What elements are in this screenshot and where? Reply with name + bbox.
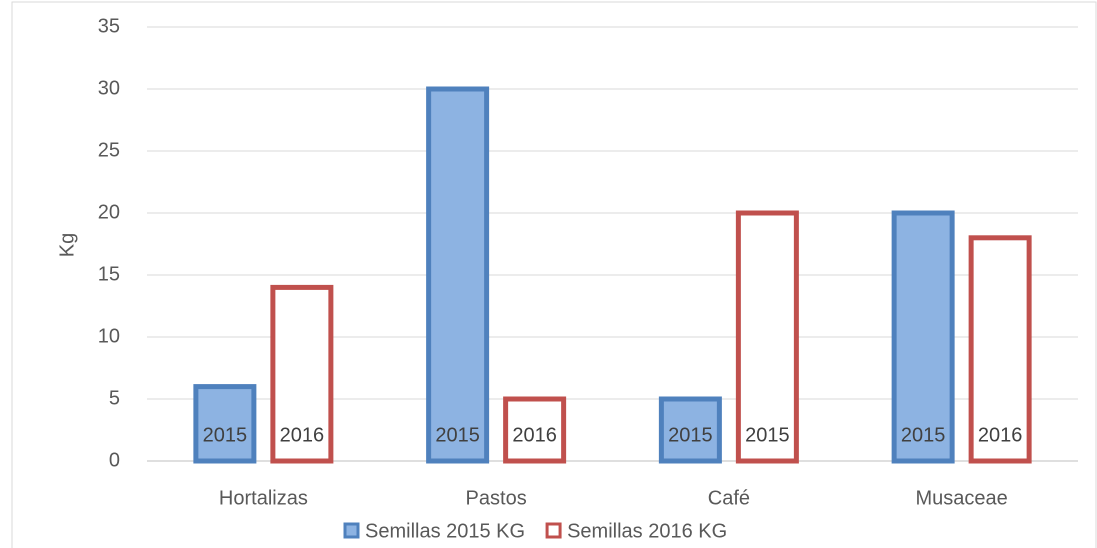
bar [503, 396, 567, 464]
legend-swatch [343, 522, 360, 539]
y-tick-label: 5 [109, 387, 120, 409]
chart-border [11, 1, 1097, 548]
data-label: 2015 [668, 424, 713, 446]
y-tick-label: 15 [98, 263, 120, 285]
data-label: 2015 [745, 424, 790, 446]
bar [968, 235, 1032, 464]
x-tick-label: Café [708, 487, 750, 509]
legend-label: Semillas 2015 KG [365, 520, 525, 542]
y-tick-label: 0 [109, 449, 120, 471]
y-axis-label: Kg [56, 233, 78, 257]
y-tick-label: 20 [98, 201, 120, 223]
data-label: 2015 [203, 424, 248, 446]
bar [658, 396, 722, 464]
bar [270, 284, 334, 464]
data-label: 2016 [978, 424, 1023, 446]
bar [735, 210, 799, 464]
bar [426, 86, 490, 464]
data-label: 2015 [435, 424, 480, 446]
x-tick-label: Pastos [466, 487, 527, 509]
x-tick-label: Hortalizas [219, 487, 308, 509]
x-tick-label: Musaceae [915, 487, 1007, 509]
legend-swatch [545, 522, 562, 539]
bar [193, 384, 257, 464]
y-tick-label: 25 [98, 139, 120, 161]
bar [891, 210, 955, 464]
y-tick-label: 30 [98, 77, 120, 99]
legend-label: Semillas 2016 KG [567, 520, 727, 542]
data-label: 2016 [280, 424, 325, 446]
data-label: 2016 [512, 424, 557, 446]
y-tick-label: 35 [98, 15, 120, 37]
data-label: 2015 [901, 424, 946, 446]
y-tick-label: 10 [98, 325, 120, 347]
